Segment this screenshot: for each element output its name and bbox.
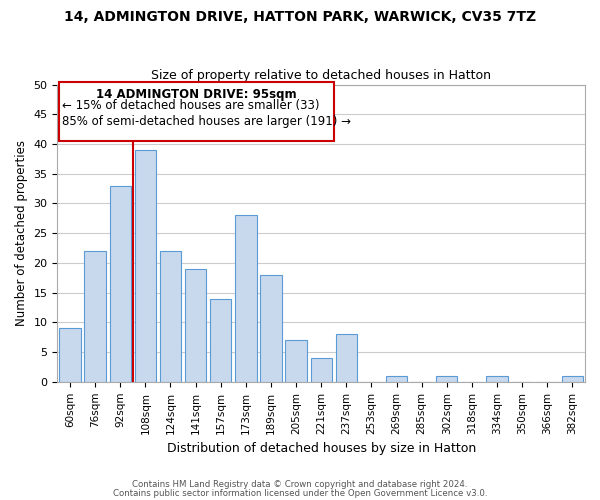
Bar (286, 340, 307, 382)
Bar (436, 376, 457, 382)
FancyBboxPatch shape (59, 82, 334, 141)
Bar (335, 334, 357, 382)
Text: ← 15% of detached houses are smaller (33): ← 15% of detached houses are smaller (33… (62, 100, 320, 112)
Bar (235, 216, 257, 382)
Bar (85, 251, 106, 382)
Bar (160, 251, 181, 382)
Bar (210, 298, 232, 382)
X-axis label: Distribution of detached houses by size in Hatton: Distribution of detached houses by size … (167, 442, 476, 455)
Text: Contains public sector information licensed under the Open Government Licence v3: Contains public sector information licen… (113, 488, 487, 498)
Bar (562, 376, 583, 382)
Bar (386, 376, 407, 382)
Bar (134, 150, 156, 382)
Bar (185, 269, 206, 382)
Title: Size of property relative to detached houses in Hatton: Size of property relative to detached ho… (151, 69, 491, 82)
Bar (311, 358, 332, 382)
Text: 14, ADMINGTON DRIVE, HATTON PARK, WARWICK, CV35 7TZ: 14, ADMINGTON DRIVE, HATTON PARK, WARWIC… (64, 10, 536, 24)
Bar (260, 275, 281, 382)
Text: 14 ADMINGTON DRIVE: 95sqm: 14 ADMINGTON DRIVE: 95sqm (96, 88, 296, 101)
Bar (59, 328, 80, 382)
Text: 85% of semi-detached houses are larger (191) →: 85% of semi-detached houses are larger (… (62, 116, 352, 128)
Text: Contains HM Land Registry data © Crown copyright and database right 2024.: Contains HM Land Registry data © Crown c… (132, 480, 468, 489)
Y-axis label: Number of detached properties: Number of detached properties (15, 140, 28, 326)
Bar (487, 376, 508, 382)
Bar (110, 186, 131, 382)
